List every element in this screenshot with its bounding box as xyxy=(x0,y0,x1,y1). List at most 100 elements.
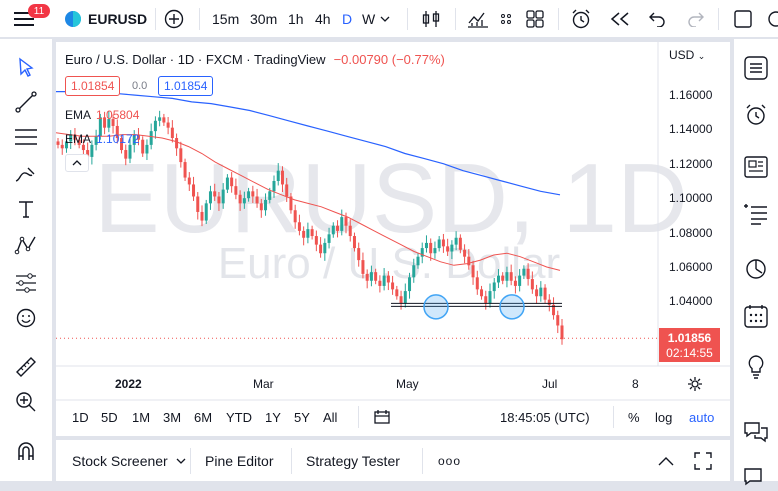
interval-1h[interactable]: 1h xyxy=(288,11,304,27)
ema-slow-legend[interactable]: EMA 1.10172 xyxy=(65,132,139,146)
percent-scale-toggle[interactable]: % xyxy=(628,410,640,425)
range-6m[interactable]: 6M xyxy=(194,410,213,425)
ask-price-box[interactable]: 1.01854 xyxy=(158,76,214,96)
list-add-icon xyxy=(744,204,767,225)
menu-button[interactable] xyxy=(14,0,34,38)
chart-settings-button[interactable] xyxy=(687,376,703,397)
indicators-button[interactable] xyxy=(467,0,489,38)
tab-strategy-tester[interactable]: Strategy Tester xyxy=(306,452,400,469)
auto-scale-toggle[interactable]: auto xyxy=(689,410,715,425)
watchlist-button[interactable] xyxy=(741,53,771,83)
notification-badge: 11 xyxy=(28,4,50,18)
candle-body xyxy=(340,217,344,231)
alerts-button[interactable] xyxy=(741,100,771,130)
tab-stock-screener[interactable]: Stock Screener xyxy=(72,440,186,481)
text-tool[interactable] xyxy=(12,195,40,223)
measure-tool[interactable] xyxy=(12,353,40,381)
ema-slow-value: 1.10172 xyxy=(96,132,140,146)
candle-body xyxy=(64,141,68,149)
ideas-button[interactable] xyxy=(741,352,771,382)
data-window-button[interactable] xyxy=(741,199,771,229)
utc-clock[interactable]: 18:45:05 (UTC) xyxy=(500,410,590,425)
fullscreen-button[interactable] xyxy=(734,0,752,38)
help-button[interactable] xyxy=(741,461,771,491)
legend-collapse-button[interactable] xyxy=(65,154,89,172)
interval-4h[interactable]: 4h xyxy=(315,11,331,27)
range-1d[interactable]: 1D xyxy=(72,410,89,425)
candle-body xyxy=(183,162,187,178)
candle-body xyxy=(276,170,280,181)
tab-pine-editor[interactable]: Pine Editor xyxy=(205,452,274,469)
candle-body xyxy=(136,134,140,140)
redo-button[interactable] xyxy=(687,0,705,38)
alert-button[interactable] xyxy=(570,0,592,38)
trendline-tool[interactable] xyxy=(12,88,40,116)
interval-1d[interactable]: D xyxy=(342,11,353,27)
indicators-icon xyxy=(468,12,488,28)
candle-body xyxy=(441,239,445,247)
settings-button[interactable] xyxy=(764,0,778,38)
chevron-down-icon xyxy=(380,16,390,22)
candle-body xyxy=(242,198,246,204)
prediction-tool[interactable] xyxy=(12,269,40,297)
range-1m[interactable]: 1M xyxy=(132,410,151,425)
candle-body xyxy=(386,275,390,283)
range-1y[interactable]: 1Y xyxy=(265,410,281,425)
interval-15m[interactable]: 15m xyxy=(212,11,240,27)
interval-30m[interactable]: 30m xyxy=(250,11,278,27)
support-touch-jun[interactable] xyxy=(499,294,525,320)
range-all[interactable]: All xyxy=(323,410,338,425)
symbol-search[interactable]: EURUSD xyxy=(64,0,147,38)
templates-button[interactable] xyxy=(500,0,512,38)
support-touch-may[interactable] xyxy=(423,294,449,320)
fib-tool[interactable] xyxy=(12,123,40,151)
expand-panel-button[interactable] xyxy=(658,440,674,481)
compare-button[interactable] xyxy=(164,0,184,38)
chart-type-button[interactable] xyxy=(422,0,440,38)
zoom-in-icon xyxy=(16,392,36,412)
range-3m[interactable]: 3M xyxy=(163,410,182,425)
candle-body xyxy=(399,296,403,304)
hotlists-button[interactable] xyxy=(741,253,771,283)
magnet-tool[interactable] xyxy=(12,437,40,465)
ema-fast-legend[interactable]: EMA 1.05804 xyxy=(65,108,139,122)
layout-button[interactable] xyxy=(526,0,544,38)
candle-body xyxy=(535,289,539,297)
sliders-icon xyxy=(16,273,36,293)
emoji-tool[interactable] xyxy=(12,304,40,332)
chart-pane[interactable]: EURUSD, 1D Euro / U.S. Dollar Euro / U.S… xyxy=(56,42,730,436)
candle-body xyxy=(323,242,327,254)
ema-slow-line xyxy=(56,91,561,196)
log-scale-toggle[interactable]: log xyxy=(655,410,673,425)
price-chart[interactable]: EURUSD, 1D Euro / U.S. Dollar xyxy=(56,42,730,436)
replay-button[interactable] xyxy=(610,0,630,38)
zoom-tool[interactable] xyxy=(12,388,40,416)
ema-fast-line xyxy=(56,132,561,271)
price-tick: 1.06000 xyxy=(669,260,713,274)
candle-body xyxy=(90,144,94,157)
candle-body xyxy=(302,230,306,238)
currency-selector[interactable]: USD ⌄ xyxy=(669,48,706,62)
bid-price-box[interactable]: 1.01854 xyxy=(65,76,121,96)
cursor-tool[interactable] xyxy=(12,53,40,81)
candle-body xyxy=(115,125,119,138)
news-button[interactable] xyxy=(741,152,771,182)
maximize-panel-button[interactable] xyxy=(694,440,712,481)
undo-button[interactable] xyxy=(648,0,666,38)
candle-body xyxy=(480,289,484,297)
brush-tool[interactable] xyxy=(12,160,40,188)
interval-dropdown[interactable] xyxy=(380,0,390,38)
candle-body xyxy=(429,242,433,254)
range-5y[interactable]: 5Y xyxy=(294,410,310,425)
chats-button[interactable] xyxy=(741,417,771,447)
more-tabs-button[interactable]: ooo xyxy=(438,453,462,468)
rewind-icon xyxy=(610,12,629,26)
interval-1w[interactable]: W xyxy=(362,11,376,27)
candle-body xyxy=(556,315,560,326)
pattern-tool[interactable] xyxy=(12,231,40,259)
calendar-button[interactable] xyxy=(741,301,771,331)
support-line[interactable] xyxy=(391,302,562,307)
goto-date-button[interactable] xyxy=(374,409,392,430)
range-5d[interactable]: 5D xyxy=(101,410,118,425)
range-ytd[interactable]: YTD xyxy=(226,410,252,425)
